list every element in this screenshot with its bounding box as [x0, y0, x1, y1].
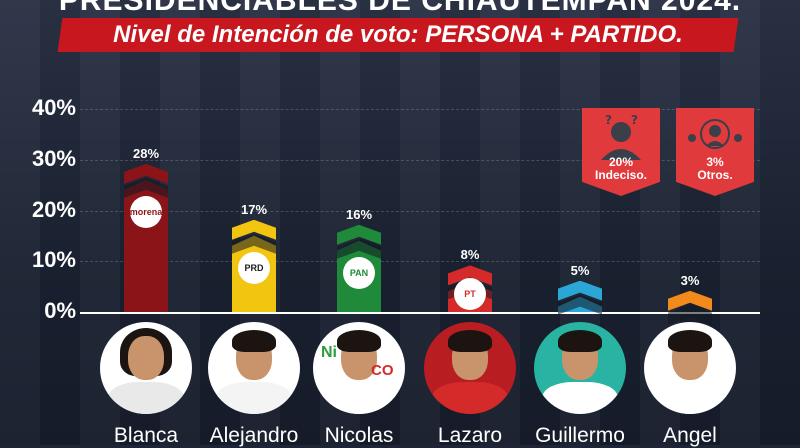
subtitle-text: Nivel de Intención de voto: PERSONA + PA…: [113, 21, 683, 48]
y-tick-label: 30%: [31, 145, 76, 171]
candidate-hair: [448, 330, 492, 352]
y-tick-label: 0%: [44, 298, 76, 323]
candidate-hair: [558, 330, 602, 352]
gridline: [80, 210, 760, 213]
candidate-shirt: [542, 382, 618, 414]
co-logo-text: CO: [371, 362, 394, 379]
bar-chevron: [558, 280, 602, 301]
candidate-shirt: [108, 382, 184, 414]
bar-value-label: 3%: [680, 272, 700, 288]
candidate-shirt: [321, 382, 397, 414]
candidate-name: Guillermo: [535, 424, 625, 447]
bar-value-label: 28%: [132, 145, 160, 161]
svg-text:?: ?: [631, 113, 638, 127]
undecided-value: 20%: [608, 155, 634, 169]
candidate-hair: [668, 330, 712, 352]
candidate-name: Nicolas: [324, 424, 394, 447]
bar-value-label: 5%: [570, 262, 590, 278]
others-label: Otros.: [697, 168, 733, 182]
party-logo: PT: [454, 278, 486, 310]
party-logo: morena: [130, 195, 162, 228]
person-question-icon: ? ?: [601, 113, 641, 160]
candidate-name: Alejandro: [209, 424, 299, 447]
bar-value-label: 17%: [240, 201, 268, 217]
candidate-photo: [534, 322, 626, 414]
gridline: [80, 261, 760, 263]
bar-chevron: [337, 224, 381, 245]
undecided-label: Indeciso.: [594, 168, 647, 182]
bar-chevron: [558, 294, 602, 315]
candidate-name: Blanca: [113, 424, 179, 447]
y-tick-label: 10%: [31, 247, 76, 273]
bar-chevron: [232, 233, 276, 254]
candidate-photo: [208, 322, 300, 414]
bar-chevron: [448, 265, 492, 286]
svg-text:?: ?: [605, 113, 612, 127]
candidate-hair: [337, 330, 381, 352]
subtitle-banner: Nivel de Intención de voto: PERSONA + PA…: [57, 18, 739, 52]
page-title: PRESIDENCIABLES DE CHIAUTEMPAN 2024.: [58, 0, 742, 17]
party-logo: PRD: [238, 251, 270, 284]
others-value: 3%: [706, 155, 724, 169]
bar-value-label: 16%: [345, 206, 373, 222]
candidate-shirt: [652, 382, 728, 414]
y-tick-label: 20%: [31, 196, 76, 222]
party-logo: PAN: [343, 256, 375, 289]
candidate-hair: [232, 330, 276, 352]
bar-chevron: [232, 219, 276, 240]
candidate-photo: Ni CO: [313, 322, 405, 414]
candidate-photo: [100, 322, 192, 414]
bar-chevron: [668, 304, 712, 325]
candidate-name: Angel: [663, 424, 717, 447]
bar-chevron: [124, 163, 168, 184]
group-icon: [688, 119, 742, 149]
candidate-name: Lazaro: [437, 424, 503, 447]
candidate-shirt: [432, 382, 508, 414]
x-axis-baseline: [80, 312, 760, 314]
bar-chevron: [337, 238, 381, 259]
candidate-face: [128, 336, 164, 380]
candidate-photo: [644, 322, 736, 414]
undecided-badge: ? ? 20% Indeciso.: [582, 108, 660, 196]
bar-chevron: [668, 290, 712, 311]
candidate-shirt: [216, 382, 292, 414]
gridline: [80, 159, 760, 162]
gridline: [80, 109, 760, 111]
bar-chevron: [124, 177, 168, 198]
candidate-photo: [424, 322, 516, 414]
y-tick-label: 40%: [31, 95, 76, 120]
nico-logo-text: Ni: [321, 344, 337, 361]
others-badge: 3% Otros.: [676, 108, 754, 196]
bar-value-label: 8%: [460, 247, 480, 263]
